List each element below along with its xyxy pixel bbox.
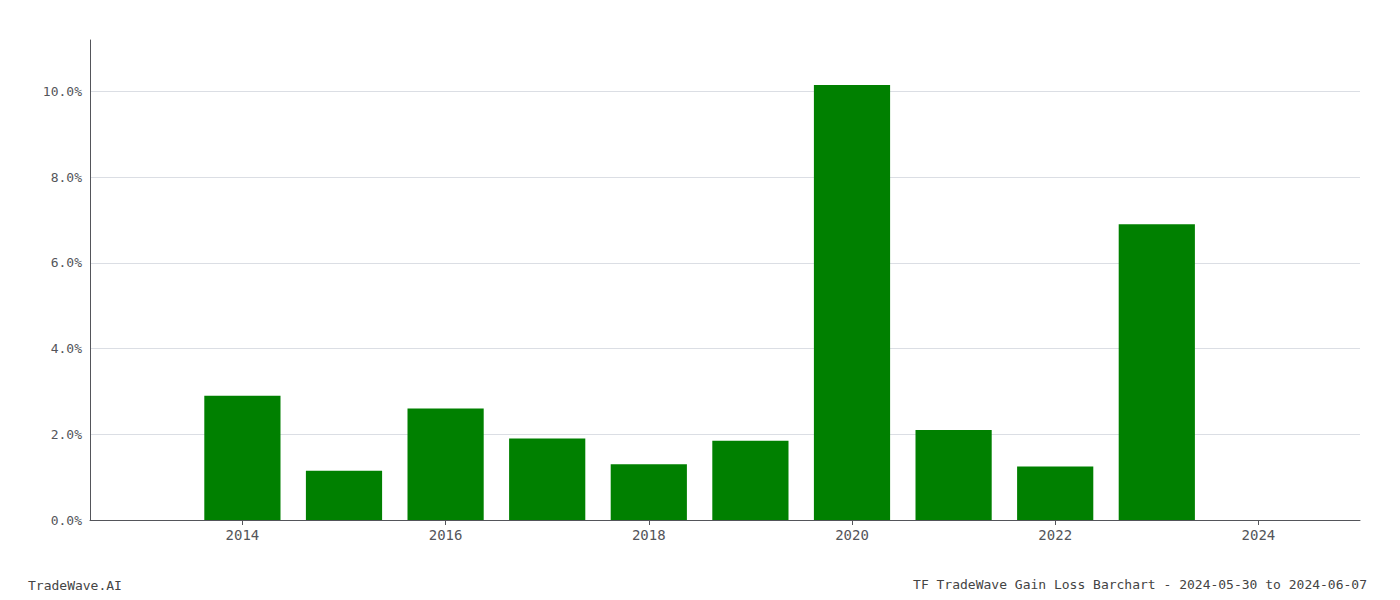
svg-text:TF TradeWave Gain Loss Barchar: TF TradeWave Gain Loss Barchart - 2024-0… [913,577,1367,592]
svg-text:0.0%: 0.0% [51,513,82,528]
svg-text:2024: 2024 [1242,527,1276,543]
svg-text:2018: 2018 [632,527,666,543]
svg-text:TradeWave.AI: TradeWave.AI [28,578,122,593]
svg-text:2022: 2022 [1038,527,1072,543]
svg-text:2016: 2016 [429,527,463,543]
svg-text:2.0%: 2.0% [51,427,82,442]
svg-text:2014: 2014 [226,527,260,543]
svg-text:10.0%: 10.0% [43,84,82,99]
svg-text:2020: 2020 [835,527,869,543]
svg-text:4.0%: 4.0% [51,341,82,356]
svg-text:8.0%: 8.0% [51,170,82,185]
svg-text:6.0%: 6.0% [51,255,82,270]
